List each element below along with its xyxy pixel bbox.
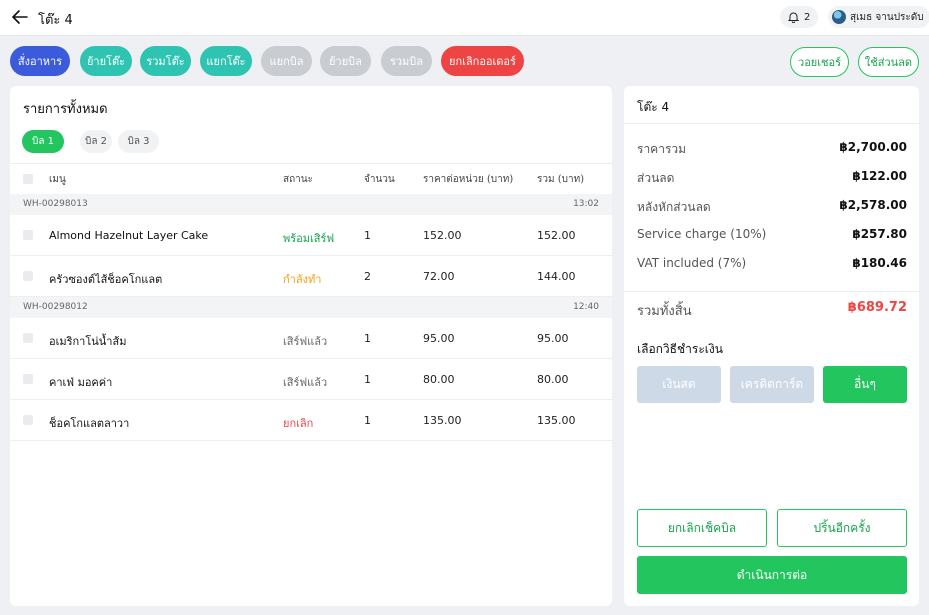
bill-tab[interactable]: บิล 3 [118,130,159,153]
top-bar: โต๊ะ 4 2 สุเมธ จานประดับ [0,0,929,36]
grand-total-value: ฿689.72 [847,300,907,315]
item-status: กำลังทำ [283,273,322,286]
summary-panel: โต๊ะ 4 ราคารวม ฿2,700.00 ส่วนลด ฿122.00 หลัง… [624,86,919,606]
bill-tab[interactable]: บิล 1 [22,130,64,153]
item-unit-price: 72.00 [423,270,455,283]
back-arrow-icon[interactable] [12,10,28,24]
row-checkbox[interactable] [23,230,33,240]
column-total: รวม (บาท) [537,173,585,185]
cancel-check-bill-button[interactable]: ยกเลิกเช็คบิล [637,509,767,547]
summary-label: หลังหักส่วนลด [637,200,711,214]
notification-button[interactable]: 2 [780,6,819,28]
order-id: WH-00298012 [23,302,88,312]
table-row[interactable]: ช็อคโกแลตลาวา ยกเลิก 1 135.00 135.00 [10,400,612,441]
payment-method-title: เลือกวิธีชำระเงิน [637,342,723,356]
summary-table-title: โต๊ะ 4 [637,100,670,114]
notification-count: 2 [804,11,811,23]
item-total: 135.00 [537,414,576,427]
payment-method-button[interactable]: เงินสด [637,366,721,403]
summary-value: ฿2,700.00 [839,140,907,154]
bell-icon [788,12,799,23]
item-status: เสิร์ฟแล้ว [283,376,328,389]
proceed-button[interactable]: ดำเนินการต่อ [637,556,907,594]
bill-tab[interactable]: บิล 2 [80,130,112,153]
items-panel: รายการทั้งหมด บิล 1 บิล 2 บิล 3 เมนู สถานะ… [10,86,612,606]
reprint-button[interactable]: ปริ้นอีกครั้ง [777,509,907,547]
grand-total-label: รวมทั้งสิ้น [637,304,692,319]
item-unit-price: 80.00 [423,373,455,386]
item-total: 95.00 [537,332,569,345]
summary-label: Service charge (10%) [637,227,767,241]
items-panel-title: รายการทั้งหมด [23,102,108,117]
user-name: สุเมธ จานประดับ [850,11,924,23]
item-qty: 1 [364,373,371,386]
table-header: เมนู สถานะ จำนวน ราคาต่อหน่วย (บาท) รวม … [10,163,612,194]
item-name: ช็อคโกแลตลาวา [49,417,130,430]
order-time: 13:02 [573,199,599,209]
payment-method-button[interactable]: อื่นๆ [823,366,907,403]
payment-method-button[interactable]: เครดิตการ์ด [730,366,814,403]
action-button[interactable]: สั่งอาหาร [10,46,70,76]
item-total: 80.00 [537,373,569,386]
divider [624,123,919,124]
item-status: ยกเลิก [283,417,314,430]
summary-value: ฿257.80 [852,227,907,241]
item-qty: 2 [364,270,371,283]
action-button[interactable]: แยกบิล [261,46,312,76]
summary-label: VAT included (7%) [637,256,747,270]
order-group-header: WH-00298012 12:40 [10,297,612,318]
discount-button[interactable]: ใช้ส่วนลด [858,47,919,77]
table-row[interactable]: อเมริกาโน่น้ำส้ม เสิร์ฟแล้ว 1 95.00 95.00 [10,318,612,359]
row-checkbox[interactable] [23,271,33,281]
summary-value: ฿2,578.00 [839,198,907,212]
column-status: สถานะ [283,173,313,185]
order-time: 12:40 [573,302,599,312]
table-row[interactable]: Almond Hazelnut Layer Cake พร้อมเสิร์ฟ 1 15… [10,215,612,256]
action-button[interactable]: ยกเลิกออเดอร์ [441,46,524,76]
order-group-header: WH-00298013 13:02 [10,194,612,215]
item-unit-price: 152.00 [423,229,462,242]
item-name: อเมริกาโน่น้ำส้ม [49,335,127,348]
column-unit-price: ราคาต่อหน่วย (บาท) [423,173,514,185]
item-status: เสิร์ฟแล้ว [283,335,328,348]
action-button[interactable]: ย้ายโต๊ะ [80,46,132,76]
item-unit-price: 95.00 [423,332,455,345]
summary-value: ฿122.00 [852,169,907,183]
table-row[interactable]: ครัวซองต์ไส้ช็อคโกแลต กำลังทำ 2 72.00 144.00 [10,256,612,297]
divider [624,291,919,292]
table-row[interactable]: คาเฟ่ มอคค่า เสิร์ฟแล้ว 1 80.00 80.00 [10,359,612,400]
action-button[interactable]: แยกโต๊ะ [200,46,252,76]
action-button[interactable]: ย้ายบิล [320,46,371,76]
column-qty: จำนวน [364,173,395,185]
page-title: โต๊ะ 4 [38,13,73,28]
summary-value: ฿180.46 [852,256,907,270]
item-status: พร้อมเสิร์ฟ [283,232,335,245]
back-button[interactable] [10,7,30,27]
column-menu: เมนู [49,173,66,185]
item-name: ครัวซองต์ไส้ช็อคโกแลต [49,273,163,286]
item-qty: 1 [364,332,371,345]
item-total: 144.00 [537,270,576,283]
summary-label: ราคารวม [637,142,687,156]
item-name: คาเฟ่ มอคค่า [49,376,113,389]
select-all-checkbox[interactable] [23,174,33,184]
item-qty: 1 [364,229,371,242]
row-checkbox[interactable] [23,415,33,425]
item-unit-price: 135.00 [423,414,462,427]
voucher-button[interactable]: วอยเชอร์ [790,47,849,77]
action-button[interactable]: รวมโต๊ะ [140,46,191,76]
row-checkbox[interactable] [23,333,33,343]
item-total: 152.00 [537,229,576,242]
item-name: Almond Hazelnut Layer Cake [49,229,209,242]
summary-label: ส่วนลด [637,171,675,185]
avatar [832,10,846,24]
item-qty: 1 [364,414,371,427]
row-checkbox[interactable] [23,374,33,384]
action-button[interactable]: รวมบิล [381,46,432,76]
order-id: WH-00298013 [23,199,88,209]
user-menu[interactable]: สุเมธ จานประดับ [828,6,929,28]
